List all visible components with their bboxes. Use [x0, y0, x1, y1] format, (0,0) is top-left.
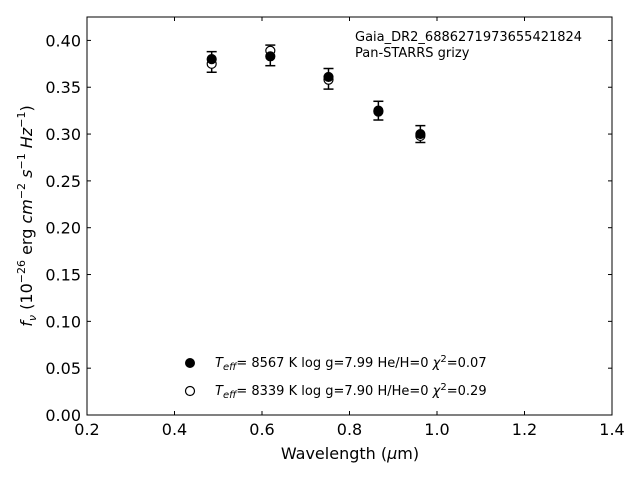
x-axis-label: Wavelength (μm)	[281, 444, 419, 463]
x-tick-label: 0.8	[337, 420, 362, 439]
legend: Teff= 8567 K log g=7.99 He/H=0 χ2=0.07 T…	[184, 354, 487, 401]
annotation-line-1: Gaia_DR2_6886271973655421824	[355, 30, 582, 45]
legend-marker-open	[184, 385, 196, 397]
legend-entry-1: Teff= 8567 K log g=7.99 He/H=0 χ2=0.07	[215, 354, 487, 373]
y-tick-label: 0.35	[45, 78, 81, 97]
y-tick-label: 0.10	[45, 312, 81, 331]
plot-area	[86, 16, 613, 416]
legend-entry-2: Teff= 8339 K log g=7.90 H/He=0 χ2=0.29	[215, 382, 487, 401]
y-tick-label: 0.05	[45, 359, 81, 378]
y-axis-ticks: 0.00 0.05 0.10 0.15 0.20 0.25 0.30 0.35 0.40	[45, 31, 612, 425]
y-tick-label: 0.15	[45, 266, 81, 285]
x-tick-label: 0.2	[74, 420, 99, 439]
y-tick-label: 0.25	[45, 172, 81, 191]
y-tick-label: 0.30	[45, 125, 81, 144]
x-tick-label: 1.0	[424, 420, 449, 439]
y-axis-label: fν (10−26 erg cm−2 s−1 Hz−1)	[15, 105, 39, 326]
legend-marker-filled	[185, 358, 195, 368]
data-point-filled	[373, 105, 384, 116]
annotation-line-2: Pan-STARRS grizy	[355, 46, 470, 61]
x-tick-label: 1.4	[599, 420, 624, 439]
x-tick-label: 0.6	[249, 420, 274, 439]
x-tick-label: 1.2	[512, 420, 537, 439]
y-tick-label: 0.40	[45, 31, 81, 50]
data-point-filled	[323, 71, 334, 83]
data-point-filled	[415, 128, 426, 140]
data-points	[206, 45, 426, 142]
data-point-filled	[265, 51, 276, 62]
data-point-filled	[206, 54, 217, 65]
y-tick-label: 0.00	[45, 406, 81, 425]
x-tick-label: 0.4	[162, 420, 187, 439]
y-tick-label: 0.20	[45, 219, 81, 238]
x-axis-ticks: 0.2 0.4 0.6 0.8 1.0 1.2 1.4	[74, 17, 625, 439]
